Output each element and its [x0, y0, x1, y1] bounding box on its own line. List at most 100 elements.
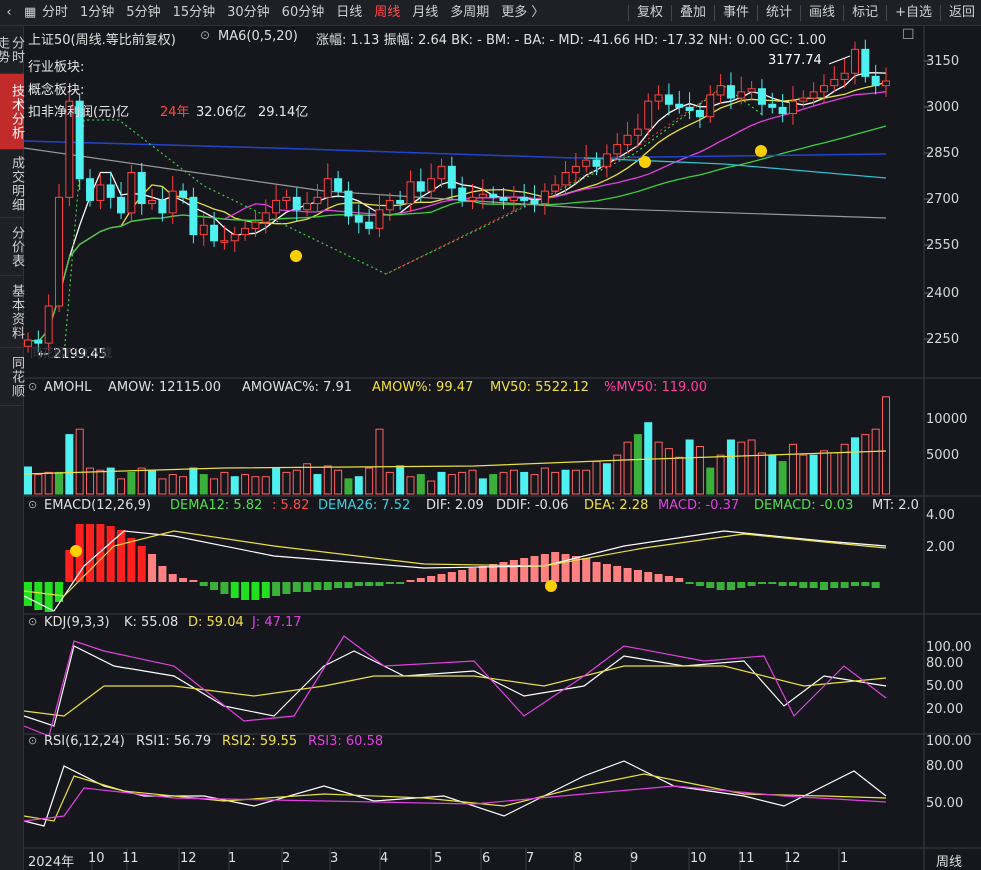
macd-bar — [788, 582, 797, 586]
tab-trade-details[interactable]: 成交明细 — [0, 150, 24, 218]
period-tab-multi[interactable]: 多周期 — [450, 4, 490, 20]
rsi-name[interactable]: RSI(6,12,24) — [44, 734, 125, 749]
overlay-button[interactable]: 叠加 — [680, 4, 707, 20]
candle-body — [757, 88, 766, 105]
macd-bar — [272, 582, 281, 596]
macd-bar — [757, 582, 766, 584]
period-tab-60min[interactable]: 60分钟 — [281, 4, 325, 20]
candle-body — [55, 196, 64, 307]
candle-body — [871, 75, 880, 87]
macd-name[interactable]: EMACD(12,26,9) — [44, 498, 151, 513]
candle-body — [799, 97, 808, 102]
period-tab-1min[interactable]: 1分钟 — [80, 4, 115, 20]
profit-value-2: 29.14亿 — [258, 105, 309, 120]
fuquan-button[interactable]: 复权 — [636, 4, 663, 20]
draw-line-button[interactable]: 画线 — [809, 4, 836, 20]
volume-bar — [726, 439, 735, 495]
macd-bar — [633, 570, 642, 582]
dea-value: DEA: 2.28 — [584, 498, 649, 513]
macd-bar — [282, 582, 291, 594]
period-tab-month[interactable]: 月线 — [412, 4, 439, 20]
period-tab-week[interactable]: 周线 — [374, 4, 401, 20]
events-button[interactable]: 事件 — [723, 4, 750, 20]
volume-bar — [468, 469, 477, 495]
volume-bar — [489, 474, 498, 495]
rsi1-value: RSI1: 56.79 — [136, 734, 212, 749]
maximize-icon[interactable]: ☐ — [902, 27, 915, 43]
tab-basic-info[interactable]: 基本资料 — [0, 276, 24, 348]
kdj-k-value: K: 55.08 — [124, 615, 179, 630]
candle-body — [551, 184, 560, 192]
volume-bar — [530, 474, 539, 495]
candle-body — [251, 221, 260, 229]
x-tick: 6 — [482, 851, 491, 866]
mark-button[interactable]: 标记 — [852, 4, 879, 20]
macd-bar — [396, 582, 405, 584]
candle-body — [272, 199, 281, 214]
volume-bar — [34, 474, 43, 495]
macd-bar — [292, 582, 301, 592]
macd-bar — [716, 582, 725, 590]
period-tab-fenshi[interactable]: 分时 — [42, 4, 69, 20]
volume-bar — [520, 471, 529, 495]
candle-body — [478, 193, 487, 198]
tab-technical-analysis[interactable]: 技术分析 — [0, 74, 24, 150]
macd-bar — [726, 582, 735, 590]
panel-toggle-icon[interactable]: ⊙ — [28, 498, 38, 511]
macd-bar — [210, 582, 219, 590]
y-tick: 100.00 — [926, 640, 972, 655]
candle-body — [840, 72, 849, 80]
volume-bar — [799, 454, 808, 495]
main-stats: 涨幅: 1.13 振幅: 2.64 BK: - BM: - BA: - MD: … — [316, 33, 827, 48]
x-tick: 4 — [380, 851, 389, 866]
macd-bar — [830, 582, 839, 588]
candle-body — [613, 144, 622, 155]
macd-bar — [96, 524, 105, 582]
add-watchlist-button[interactable]: +自选 — [895, 4, 932, 20]
dropdown-icon[interactable]: ⊙ — [200, 28, 211, 42]
main-indicator-name[interactable]: MA6(0,5,20) — [218, 29, 298, 44]
tab-price-distribution[interactable]: 分价表 — [0, 218, 24, 276]
volume-bar — [716, 454, 725, 495]
grid-icon[interactable]: ▦ — [24, 4, 37, 20]
period-tab-day[interactable]: 日线 — [336, 4, 363, 20]
panel-toggle-icon[interactable]: ⊙ — [28, 734, 38, 747]
volume-bar — [406, 476, 415, 495]
mt-value: MT: 2.0 — [872, 498, 919, 513]
volume-bar — [375, 428, 384, 495]
volume-bar — [819, 450, 828, 495]
ma5-line — [27, 72, 887, 343]
candle-body — [489, 193, 498, 198]
dif-line — [24, 530, 887, 612]
period-tab-5min[interactable]: 5分钟 — [126, 4, 161, 20]
macd-bar — [551, 552, 560, 582]
back-arrow-icon[interactable]: ‹ — [6, 4, 12, 20]
stats-button[interactable]: 统计 — [766, 4, 793, 20]
y-tick: 2.00 — [926, 540, 955, 555]
tab-tonghuashun[interactable]: 同花顺 — [0, 348, 24, 406]
macd-bar — [509, 560, 518, 582]
concept-label: 概念板块: — [28, 83, 85, 98]
candle-body — [726, 85, 735, 99]
macd-bar — [117, 530, 126, 582]
panel-toggle-icon[interactable]: ⊙ — [28, 615, 38, 628]
period-tab-15min[interactable]: 15分钟 — [172, 4, 216, 20]
period-indicator[interactable]: 周线 — [936, 855, 963, 870]
macd-bar — [675, 578, 684, 582]
volume-bar — [106, 467, 115, 495]
volume-bar — [385, 471, 394, 495]
period-tab-30min[interactable]: 30分钟 — [227, 4, 270, 20]
return-button[interactable]: 返回 — [948, 4, 975, 20]
ma10-line — [27, 81, 887, 343]
panel-toggle-icon[interactable]: ⊙ — [28, 380, 38, 393]
macd-bar — [365, 582, 374, 586]
period-tab-more[interactable]: 更多 〉 — [501, 4, 545, 20]
profit-year: 24年 — [160, 105, 190, 120]
tab-intraday[interactable]: 分时走势 — [0, 26, 24, 74]
volume-bar — [592, 461, 601, 495]
amo-name[interactable]: AMOHL — [44, 380, 92, 395]
macd-bar — [520, 558, 529, 582]
kdj-name[interactable]: KDJ(9,3,3) — [44, 615, 110, 630]
kline-chart[interactable] — [24, 26, 981, 870]
macd-bar — [323, 582, 332, 590]
